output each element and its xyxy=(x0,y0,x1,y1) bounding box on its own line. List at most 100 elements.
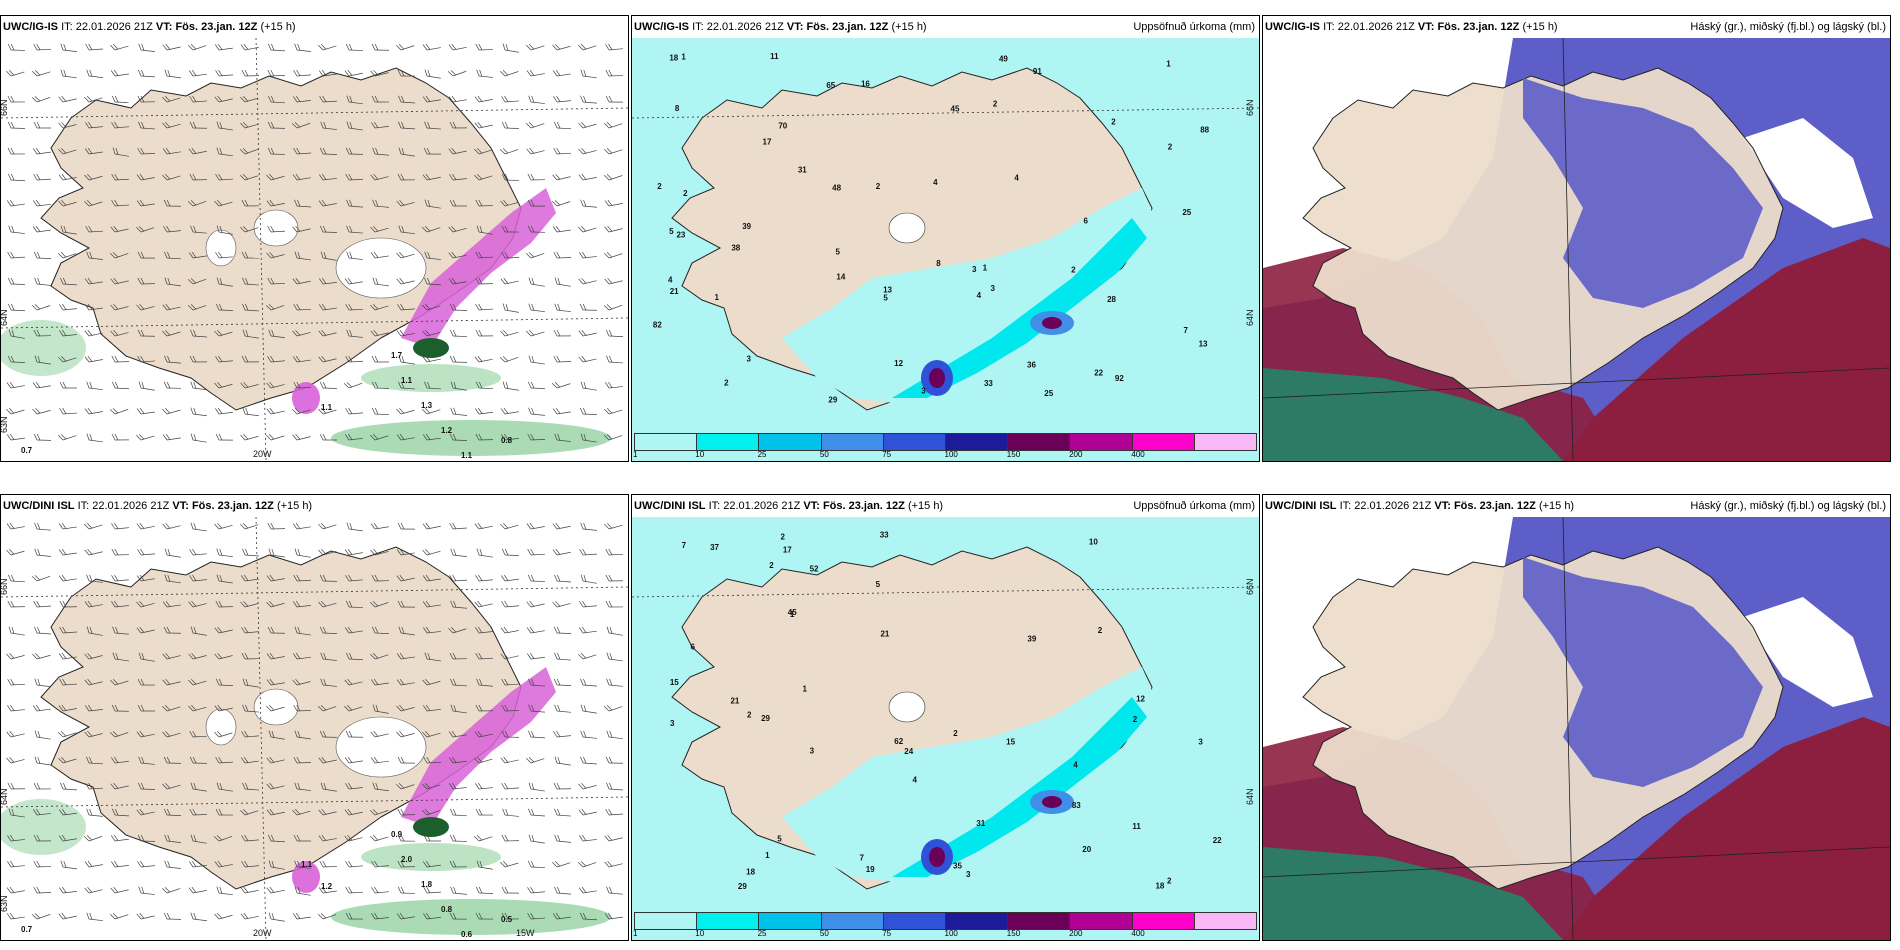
barb-feather xyxy=(191,652,197,659)
precip-value-label: 28 xyxy=(1107,295,1116,304)
barb-feather xyxy=(581,355,587,362)
barb-feather xyxy=(110,304,116,311)
barb-feather xyxy=(188,653,194,660)
barb-staff xyxy=(426,708,441,712)
barb-feather xyxy=(215,356,220,363)
barb-feather xyxy=(189,173,194,181)
wind-barb xyxy=(500,199,519,207)
wind-barb xyxy=(578,653,597,660)
wind-barb xyxy=(137,548,155,556)
barb-staff xyxy=(556,229,571,233)
barb-staff xyxy=(478,175,493,181)
precip-value-label: 1.2 xyxy=(441,426,453,435)
wind-barb xyxy=(528,678,545,687)
barb-feather xyxy=(266,601,272,608)
wind-barb xyxy=(450,407,467,416)
barb-feather xyxy=(34,70,41,76)
wind-barb xyxy=(32,147,51,155)
barb-feather xyxy=(398,381,402,389)
barb-feather xyxy=(295,652,301,659)
barb-feather xyxy=(87,730,93,737)
wind-barb xyxy=(110,834,129,842)
barb-feather xyxy=(581,329,587,336)
barb-staff xyxy=(348,760,363,764)
barb-feather xyxy=(295,225,301,232)
barb-feather xyxy=(137,329,142,337)
wind-barb xyxy=(476,860,493,870)
wind-barb xyxy=(215,600,234,608)
barb-feather xyxy=(604,523,610,530)
barb-feather xyxy=(501,783,506,790)
barb-feather xyxy=(475,381,480,389)
barb-staff xyxy=(530,840,545,844)
wind-barb xyxy=(7,704,25,712)
barb-staff xyxy=(504,149,519,155)
barb-feather xyxy=(422,783,428,790)
barb-staff xyxy=(348,231,363,234)
wind-barb xyxy=(265,304,285,311)
legend-tick-label: 50 xyxy=(819,929,829,938)
wind-barb xyxy=(578,147,597,155)
barb-staff xyxy=(166,257,181,260)
barb-staff xyxy=(556,152,571,155)
wind-barb xyxy=(318,756,337,764)
barb-staff xyxy=(426,99,441,103)
precip-core xyxy=(929,368,945,388)
barb-feather xyxy=(607,225,613,232)
map-area xyxy=(1263,517,1890,940)
barb-feather xyxy=(503,756,509,763)
barb-feather xyxy=(86,69,90,77)
wind-barb xyxy=(240,600,259,608)
wind-barb xyxy=(318,408,337,415)
barb-feather xyxy=(478,652,483,660)
barb-feather xyxy=(111,122,116,129)
barb-feather xyxy=(162,174,168,181)
wind-barb xyxy=(241,199,260,207)
barb-feather xyxy=(35,407,41,414)
wind-barb xyxy=(422,43,441,51)
wind-barb xyxy=(213,835,233,842)
wind-barb xyxy=(605,69,624,77)
barb-staff xyxy=(374,760,389,764)
wind-barb xyxy=(422,574,441,582)
barb-staff xyxy=(218,629,233,634)
barb-staff xyxy=(140,360,155,363)
wind-barb xyxy=(6,886,25,894)
barb-staff xyxy=(192,255,207,259)
barb-feather xyxy=(163,756,168,764)
barb-staff xyxy=(374,865,389,868)
barb-staff xyxy=(582,580,597,584)
barb-feather xyxy=(239,149,246,155)
wind-barb xyxy=(319,433,338,441)
barb-feather xyxy=(608,381,613,388)
barb-staff xyxy=(348,437,363,441)
wind-barb xyxy=(163,912,182,920)
barb-feather xyxy=(500,278,506,285)
barb-staff xyxy=(244,578,259,582)
wind-barb xyxy=(397,303,415,311)
barb-feather xyxy=(527,913,532,920)
barb-feather xyxy=(188,252,194,259)
wind-barb xyxy=(33,173,51,181)
barb-feather xyxy=(33,251,38,259)
barb-staff xyxy=(556,862,571,868)
barb-feather xyxy=(504,600,509,607)
barb-staff xyxy=(348,205,363,208)
barb-staff xyxy=(36,528,51,531)
barb-staff xyxy=(114,101,130,103)
barb-staff xyxy=(478,308,493,311)
barb-staff xyxy=(582,150,597,155)
barb-staff xyxy=(166,75,181,79)
barb-feather xyxy=(348,303,353,311)
barb-feather xyxy=(110,44,116,51)
barb-feather xyxy=(6,653,12,660)
barb-feather xyxy=(61,652,67,659)
wind-barb xyxy=(371,886,389,894)
barb-feather xyxy=(218,678,223,686)
barb-feather xyxy=(370,523,376,530)
wind-barb xyxy=(31,304,51,311)
barb-staff xyxy=(504,710,520,712)
longitude-label: 20W xyxy=(253,928,272,938)
barb-feather xyxy=(166,626,171,634)
barb-staff xyxy=(140,762,155,765)
